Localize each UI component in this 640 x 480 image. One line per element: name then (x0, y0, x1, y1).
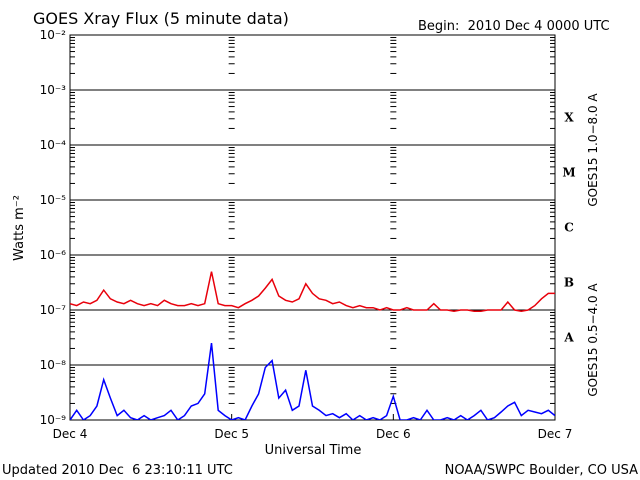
series-line (70, 343, 555, 420)
flare-class-label: B (564, 276, 574, 290)
legend-entry: GOES15 1.0−8.0 A (586, 93, 600, 207)
y-tick-label: 10⁻² (40, 28, 67, 42)
flare-class-label: M (562, 166, 575, 180)
footer-left: Updated 2010 Dec 6 23:10:11 UTC (2, 463, 233, 478)
footer-right: NOAA/SWPC Boulder, CO USA (445, 463, 638, 478)
y-tick-label: 10⁻⁷ (40, 303, 67, 317)
y-tick-label: 10⁻⁸ (40, 358, 67, 372)
flare-class-label: C (564, 221, 574, 235)
legend-entry: GOES15 0.5−4.0 A (586, 283, 600, 397)
x-tick-label: Dec 4 (53, 427, 88, 441)
x-tick-label: Dec 7 (538, 427, 573, 441)
y-tick-label: 10⁻⁵ (40, 193, 67, 207)
y-tick-label: 10⁻⁶ (40, 248, 67, 262)
x-tick-label: Dec 5 (214, 427, 249, 441)
chart-title: GOES Xray Flux (5 minute data) (33, 9, 289, 28)
series-line (70, 271, 555, 312)
subtitle: Begin: 2010 Dec 4 0000 UTC (418, 19, 610, 34)
y-tick-label: 10⁻³ (40, 83, 67, 97)
x-tick-label: Dec 6 (376, 427, 411, 441)
flare-class-label: A (563, 331, 574, 345)
plot-frame (69, 34, 556, 421)
plot-area (70, 271, 555, 420)
x-axis-label: Universal Time (265, 443, 362, 458)
y-tick-label: 10⁻⁹ (40, 413, 67, 427)
y-tick-label: 10⁻⁴ (40, 138, 67, 152)
flare-class-label: X (564, 111, 574, 125)
y-axis-label: Watts m⁻² (12, 195, 27, 261)
